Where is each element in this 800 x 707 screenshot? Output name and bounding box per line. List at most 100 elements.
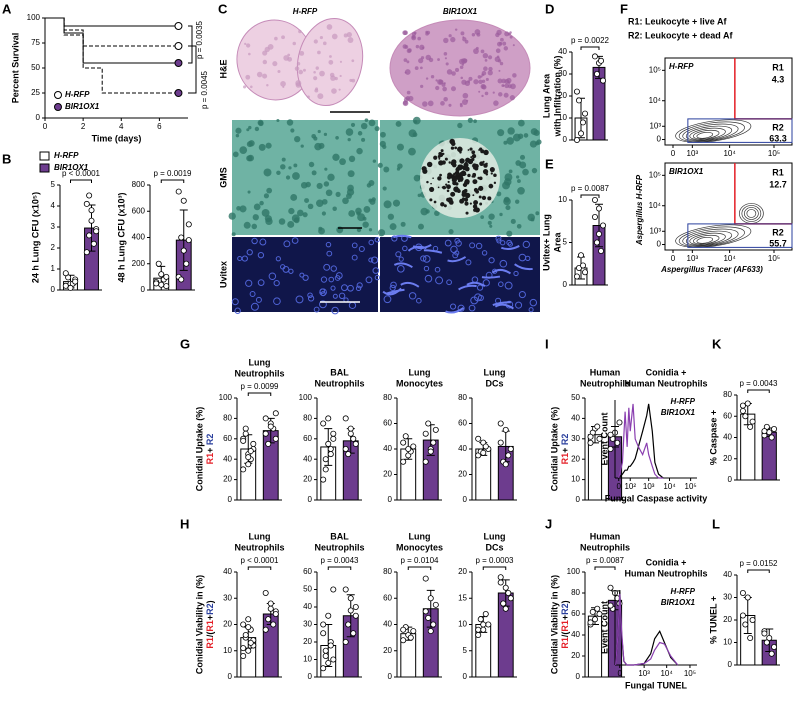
data-point	[502, 584, 509, 591]
gms-cell	[285, 175, 291, 180]
gms-cell	[239, 205, 247, 213]
gms-cell	[265, 142, 272, 149]
data-point	[163, 273, 170, 280]
gms-cell	[280, 164, 286, 170]
gms-cell	[413, 120, 418, 124]
uvitex-conidium	[424, 274, 433, 283]
fungal-stain	[441, 160, 446, 165]
data-point	[322, 456, 329, 463]
chart-title: Human	[590, 531, 621, 541]
p-value: p = 0.0099	[240, 382, 279, 391]
y-tick-label: 60	[458, 419, 467, 428]
y-axis-label: Conidial Viability in (%)	[194, 575, 204, 674]
gate-label-part: R2	[560, 434, 570, 446]
uvitex-conidium	[435, 276, 444, 285]
significance-bracket	[580, 46, 600, 50]
survival-line	[45, 17, 179, 47]
data-point	[427, 595, 434, 602]
data-point	[272, 410, 279, 417]
tissue-speck	[460, 31, 465, 36]
gms-cell	[321, 198, 328, 205]
y-tick-label: 20	[383, 646, 392, 655]
gms-cell	[380, 131, 386, 138]
data-point	[265, 616, 272, 623]
gate-label-part: R1	[205, 637, 215, 649]
contour	[741, 205, 762, 222]
y-tick-label: 400	[132, 233, 146, 242]
tissue-speck	[331, 33, 338, 40]
data-point	[598, 57, 605, 64]
data-point	[425, 420, 432, 427]
data-point	[322, 653, 329, 660]
data-point	[345, 621, 352, 628]
tissue-speck	[272, 61, 278, 67]
y-tick-label: 40	[223, 454, 232, 463]
data-point	[432, 426, 439, 433]
uvitex-conidium	[313, 306, 320, 313]
y-tick-label: 0	[388, 495, 393, 504]
gate-label-part: R1	[560, 637, 570, 649]
gms-cell	[347, 138, 351, 142]
panel-letter: A	[2, 1, 12, 16]
data-point	[240, 653, 247, 660]
gate-label-part: )	[560, 600, 570, 603]
tissue-speck	[262, 59, 268, 65]
contour	[678, 121, 745, 142]
y-tick-label: 60	[723, 411, 732, 420]
uvitex-conidium	[482, 279, 490, 287]
chart-title: Neutrophils	[580, 378, 630, 388]
uvitex-conidium	[434, 266, 441, 273]
tissue-speck	[506, 77, 512, 84]
data-point	[425, 614, 432, 621]
data-point	[240, 466, 247, 473]
gate-legend: R1: Leukocyte + live Af	[628, 16, 727, 26]
uvitex-conidium	[351, 254, 358, 261]
fungal-stain	[437, 186, 440, 189]
gms-cell	[287, 220, 295, 228]
data-point	[616, 419, 623, 426]
gms-cell	[293, 217, 300, 224]
gms-cell	[503, 140, 508, 145]
fungal-stain	[442, 152, 445, 155]
x-tick-label: 10⁴	[660, 669, 673, 678]
p-value: p = 0.0045	[200, 70, 209, 109]
x-axis-label: Fungal Caspase activity	[605, 493, 708, 503]
gms-cell	[515, 199, 520, 204]
tissue-speck	[493, 100, 499, 106]
uvitex-conidium	[469, 242, 476, 249]
data-point	[600, 77, 607, 84]
y-tick-label: 200	[132, 259, 146, 268]
tissue-speck	[503, 46, 509, 51]
tissue-speck	[317, 50, 321, 55]
tissue-speck	[334, 76, 338, 81]
uvitex-conidium	[390, 281, 397, 289]
uvitex-conidium	[398, 256, 404, 262]
uvitex-conidium	[374, 237, 380, 243]
y-tick-label: 20	[303, 637, 312, 646]
fungal-stain	[483, 149, 489, 156]
tissue-speck	[509, 35, 513, 39]
panel-letter: D	[545, 1, 554, 16]
fungal-stain	[487, 196, 492, 201]
y-tick-label: 100	[27, 13, 41, 22]
fungal-stain	[473, 166, 476, 170]
tissue-speck	[477, 75, 482, 79]
micrograph-uvitex	[232, 237, 378, 312]
uvitex-conidium	[330, 285, 336, 291]
survival-marker	[174, 42, 183, 50]
data-point	[327, 451, 334, 458]
uvitex-hypha	[491, 268, 512, 275]
y-axis-gate-label: R1/(R1+R2)	[560, 600, 570, 648]
tissue-speck	[476, 32, 481, 37]
uvitex-conidium	[320, 276, 328, 283]
uvitex-conidium	[330, 265, 337, 272]
tissue-speck	[287, 56, 293, 62]
uvitex-conidium	[299, 272, 305, 278]
gms-cell	[510, 218, 516, 225]
legend-swatch	[39, 151, 50, 161]
fungal-stain	[464, 201, 469, 206]
data-point	[582, 110, 589, 117]
data-point	[761, 428, 768, 435]
tissue-speck	[473, 48, 479, 55]
uvitex-hypha	[458, 284, 477, 291]
